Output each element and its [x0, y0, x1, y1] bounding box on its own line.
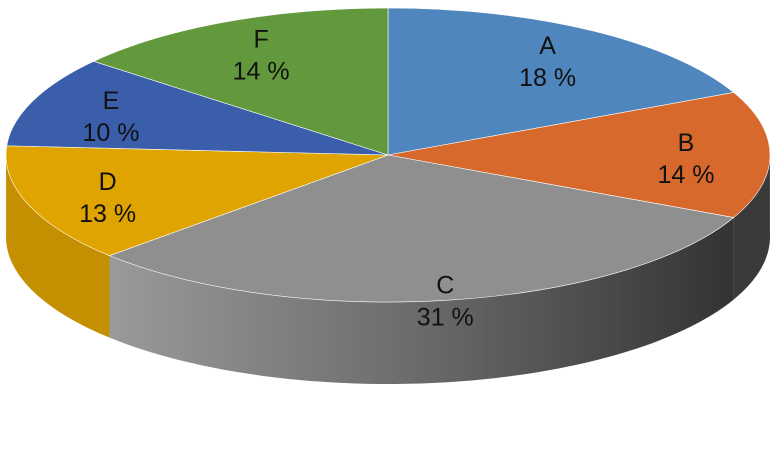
- slice-label-a: A: [539, 32, 556, 60]
- slice-value-d: 13 %: [79, 200, 136, 228]
- slice-label-c: C: [436, 272, 454, 300]
- pie-slice-b: [387, 92, 771, 218]
- slice-label-b: B: [678, 129, 695, 157]
- pie-slice-e: [6, 60, 389, 156]
- pie-labels: A 18 % B 14 % C 31 % D 13 % E 10 % F 14 %: [79, 25, 714, 331]
- pie-slice-c: [108, 154, 735, 303]
- pie-slice-d: [5, 145, 389, 256]
- slice-label-d: D: [99, 168, 117, 196]
- pie-side-walls: [5, 151, 770, 384]
- pie-slice-f: [92, 7, 389, 156]
- slice-label-e: E: [103, 87, 120, 115]
- slice-value-a: 18 %: [519, 64, 576, 92]
- slice-value-f: 14 %: [233, 57, 290, 85]
- pie-side-d: [5, 151, 110, 338]
- pie-side-c: [109, 217, 734, 384]
- pie-top-faces: [5, 7, 771, 303]
- slice-value-e: 10 %: [82, 119, 139, 147]
- pie-slice-a: [387, 7, 735, 156]
- slice-value-c: 31 %: [417, 304, 474, 332]
- slice-value-b: 14 %: [657, 161, 714, 189]
- slice-label-f: F: [253, 25, 268, 53]
- pie-side-b: [733, 152, 770, 300]
